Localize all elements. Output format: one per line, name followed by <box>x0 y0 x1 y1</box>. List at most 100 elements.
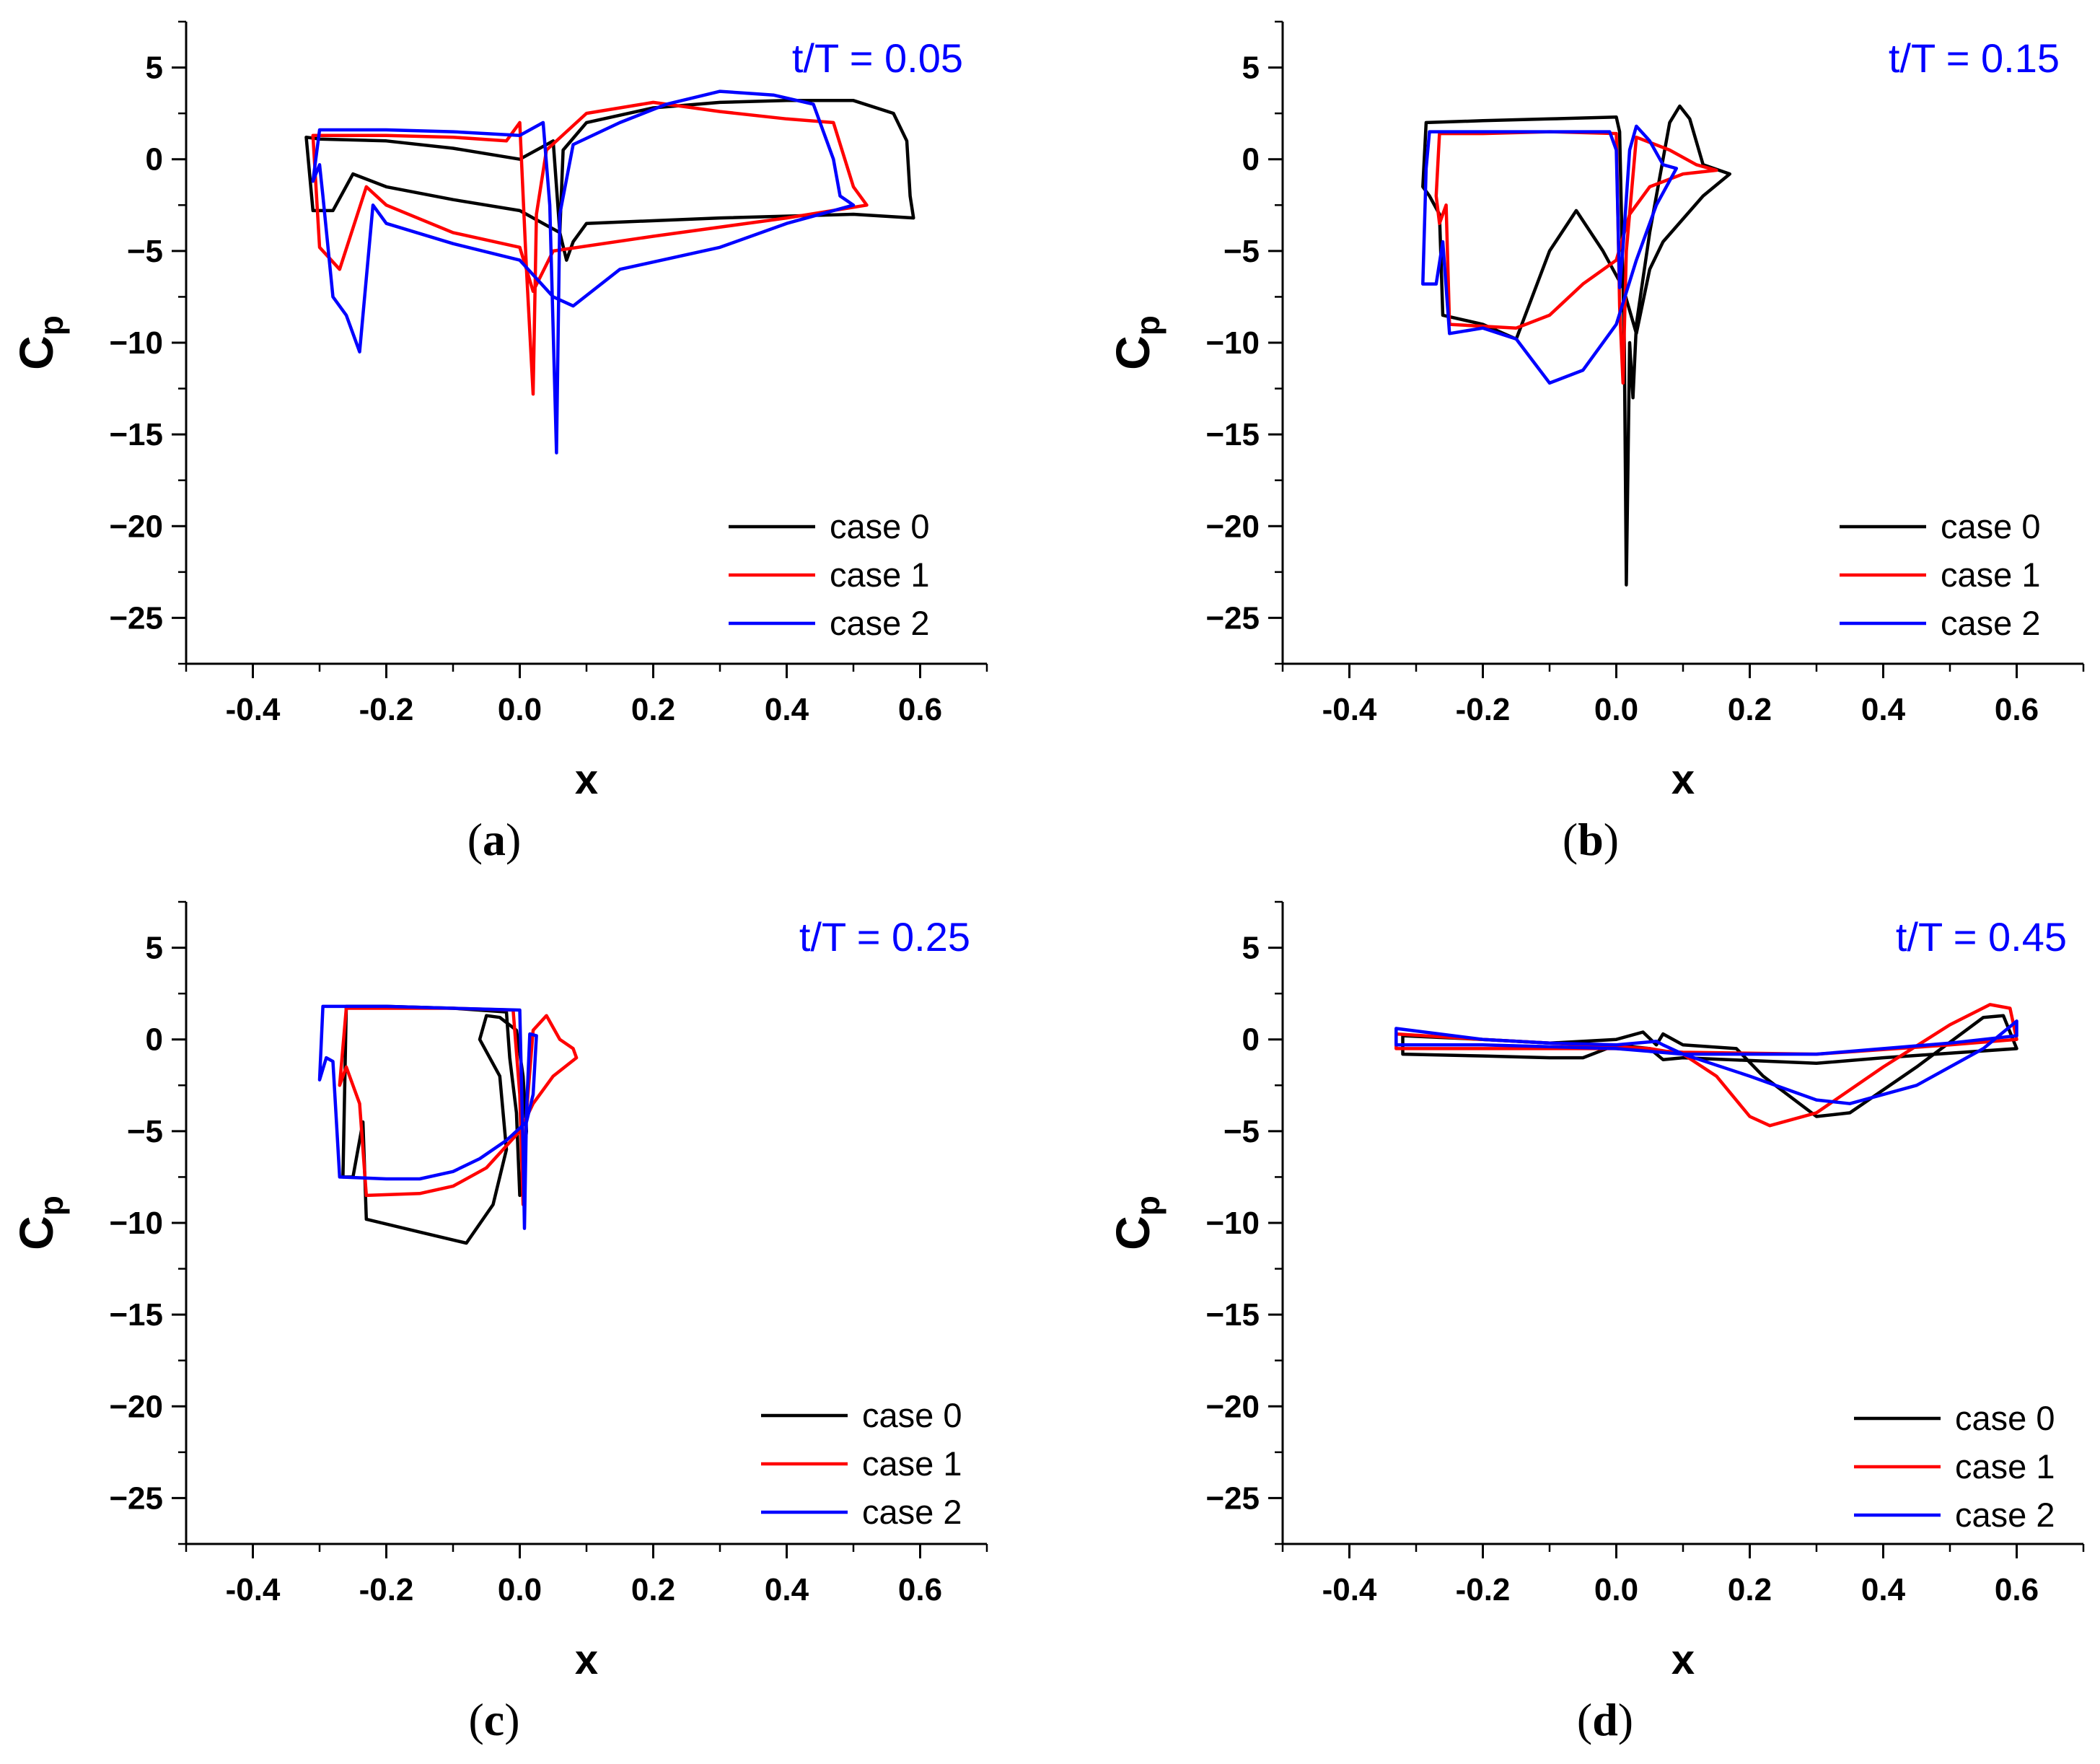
x-tick-label: 0.4 <box>1861 1572 1906 1607</box>
legend-label-case-1: case 1 <box>1941 556 2040 594</box>
x-tick-label: -0.2 <box>359 692 414 727</box>
y-axis-label-main: C <box>9 1216 63 1250</box>
chart-panel-d: -0.4 -0.2 0.0 0.2 0.4 0.6 5 0 −5 −10 −15 −20 −25 x Cp t… <box>1106 900 2085 1745</box>
x-tick-label: 0.2 <box>1728 1572 1772 1607</box>
series-line-case-2 <box>317 1004 538 1230</box>
x-tick-label: 0.0 <box>1594 1572 1638 1607</box>
series-group <box>304 89 915 455</box>
series-group <box>1394 1003 2018 1128</box>
y-axis-label-main: C <box>1106 1216 1159 1250</box>
y-tick-label: 5 <box>1242 51 1260 86</box>
legend: case 0 case 1 case 2 <box>1854 1399 2055 1534</box>
panel-label-close-paren: ) <box>1604 814 1619 865</box>
panel-label-open-paren: ( <box>468 1694 483 1745</box>
panel-label: (c) <box>468 1694 519 1745</box>
y-tick-label: 0 <box>146 1022 163 1058</box>
y-tick-label: −5 <box>127 1114 163 1149</box>
x-tick-label: -0.4 <box>1322 692 1377 727</box>
y-tick-label: −10 <box>109 325 163 361</box>
y-tick-label: −20 <box>109 509 163 544</box>
y-axis-label-subscript: p <box>1129 1195 1167 1216</box>
x-tick-label: 0.4 <box>765 1572 809 1607</box>
y-tick-label: 0 <box>1242 1022 1260 1058</box>
legend-label-case-1: case 1 <box>1955 1447 2055 1486</box>
panel-label: (b) <box>1563 814 1619 865</box>
panel-label-close-paren: ) <box>504 1694 519 1745</box>
time-annotation: t/T = 0.05 <box>792 35 963 81</box>
y-axis-label: Cp <box>1106 315 1167 370</box>
time-annotation: t/T = 0.45 <box>1896 914 2067 960</box>
x-tick-label: -0.2 <box>1456 692 1511 727</box>
x-tick-label: -0.4 <box>226 692 281 727</box>
panel-label-close-paren: ) <box>1618 1694 1633 1745</box>
panel-label: (d) <box>1577 1694 1633 1745</box>
y-tick-label: −5 <box>127 234 163 269</box>
legend-label-case-2: case 2 <box>1955 1496 2055 1534</box>
x-tick-label: -0.4 <box>1322 1572 1377 1607</box>
x-tick-label: 0.0 <box>498 692 542 727</box>
series-line-case-1 <box>311 100 869 396</box>
legend-label-case-0: case 0 <box>1955 1399 2055 1437</box>
panel-label-letter: b <box>1578 814 1604 865</box>
y-tick-label: −25 <box>109 1480 163 1516</box>
y-tick-label: 5 <box>146 931 163 966</box>
chart-panel-a: -0.4 -0.2 0.0 0.2 0.4 0.6 5 0 −5 −10 −15 −20 −25 x Cp t… <box>9 20 988 865</box>
y-tick-label: −25 <box>1205 600 1260 636</box>
y-tick-label: −20 <box>1205 1389 1260 1424</box>
y-tick-label: −15 <box>109 417 163 452</box>
chart-panel-b: -0.4 -0.2 0.0 0.2 0.4 0.6 5 0 −5 −10 −15 −20 −25 x Cp t… <box>1106 20 2085 865</box>
y-tick-label: −25 <box>109 600 163 636</box>
panel-label-letter: d <box>1592 1694 1618 1745</box>
panel-label-open-paren: ( <box>467 814 483 865</box>
y-tick-label: −15 <box>1205 417 1260 452</box>
series-group <box>1421 104 1732 587</box>
legend: case 0 case 1 case 2 <box>729 507 929 642</box>
y-tick-label: −25 <box>1205 1480 1260 1516</box>
x-tick-label: 0.6 <box>898 692 942 727</box>
panel-label-letter: a <box>483 814 506 865</box>
x-tick-label: -0.2 <box>1456 1572 1511 1607</box>
x-tick-label: 0.6 <box>898 1572 942 1607</box>
x-axis-label: x <box>1671 756 1695 803</box>
y-axis-label-subscript: p <box>32 1195 70 1216</box>
y-axis-label-subscript: p <box>32 315 70 335</box>
y-axis-label: Cp <box>1106 1195 1167 1250</box>
y-axis-label: Cp <box>9 1195 70 1250</box>
panel-label-open-paren: ( <box>1577 1694 1592 1745</box>
series-line-case-2 <box>311 89 856 455</box>
y-tick-label: −15 <box>109 1297 163 1333</box>
x-axis-label: x <box>575 1636 598 1683</box>
x-tick-label: 0.2 <box>631 1572 675 1607</box>
y-axis-label: Cp <box>9 315 70 370</box>
legend-label-case-2: case 2 <box>862 1493 962 1531</box>
y-tick-label: −20 <box>109 1389 163 1424</box>
y-tick-label: 0 <box>1242 142 1260 177</box>
x-tick-label: 0.6 <box>1995 692 2039 727</box>
y-tick-label: 5 <box>146 51 163 86</box>
y-tick-label: −10 <box>109 1206 163 1241</box>
legend: case 0 case 1 case 2 <box>1840 507 2040 642</box>
y-tick-label: −10 <box>1205 1206 1260 1241</box>
panel-label-close-paren: ) <box>506 814 521 865</box>
legend-label-case-0: case 0 <box>1941 507 2040 545</box>
y-axis-label-main: C <box>9 335 63 370</box>
x-axis-label: x <box>575 756 598 803</box>
legend-label-case-1: case 1 <box>830 556 929 594</box>
x-tick-label: 0.4 <box>1861 692 1906 727</box>
y-tick-label: −5 <box>1223 1114 1260 1149</box>
x-tick-label: 0.6 <box>1995 1572 2039 1607</box>
x-tick-label: 0.2 <box>631 692 675 727</box>
legend-label-case-2: case 2 <box>830 604 929 642</box>
legend: case 0 case 1 case 2 <box>761 1396 962 1531</box>
x-tick-label: -0.4 <box>226 1572 281 1607</box>
time-annotation: t/T = 0.15 <box>1889 35 2060 81</box>
series-group <box>317 1004 579 1245</box>
legend-label-case-0: case 0 <box>830 507 929 545</box>
y-tick-label: −10 <box>1205 325 1260 361</box>
y-axis-label-main: C <box>1106 335 1159 370</box>
y-tick-label: −15 <box>1205 1297 1260 1333</box>
x-tick-label: -0.2 <box>359 1572 414 1607</box>
x-tick-label: 0.2 <box>1728 692 1772 727</box>
